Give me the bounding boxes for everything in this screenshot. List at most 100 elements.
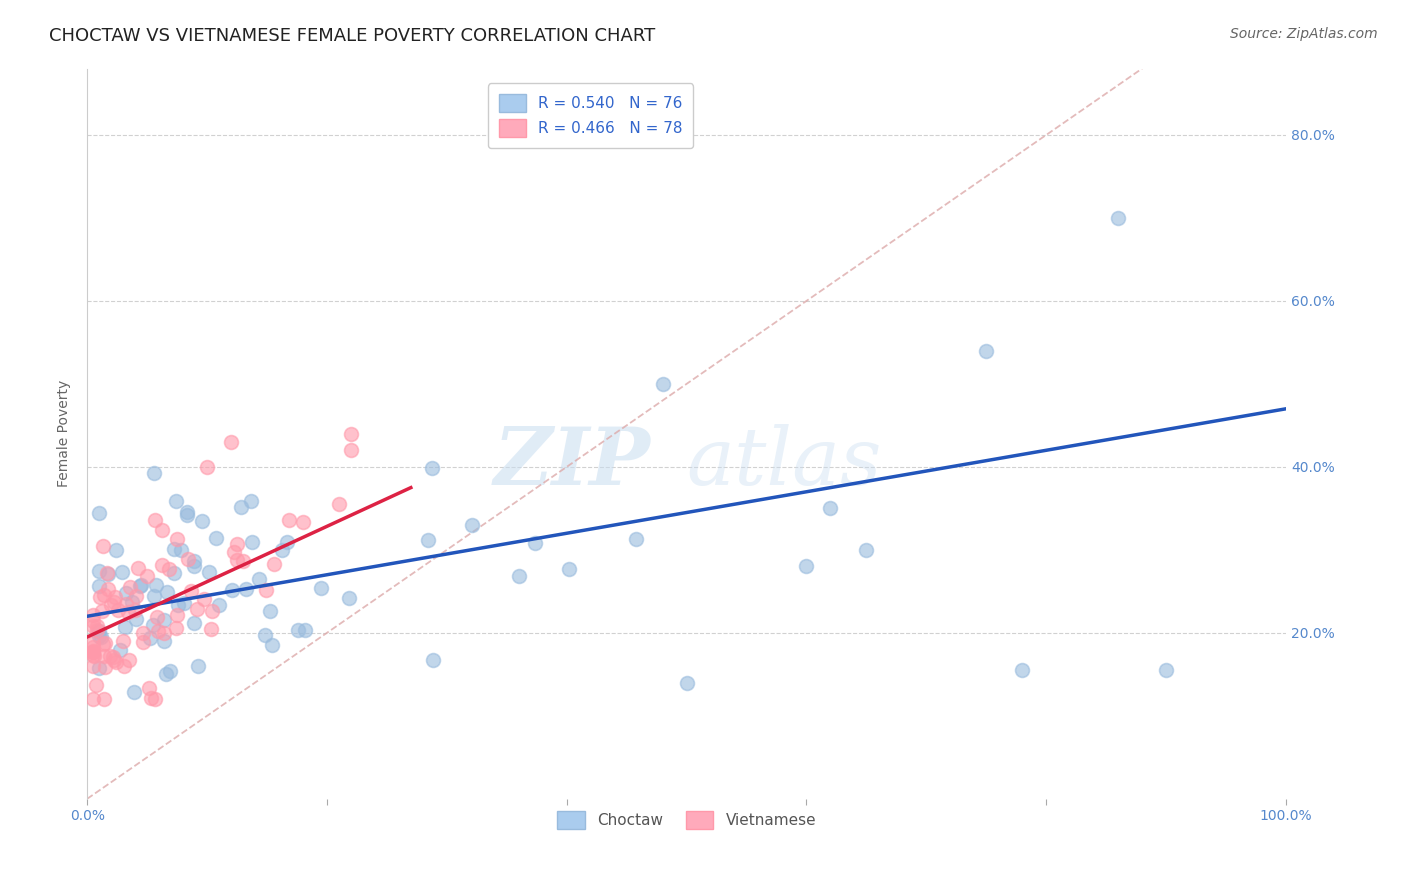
Point bbox=[145, 513, 167, 527]
Point bbox=[82, 644, 104, 658]
Point bbox=[108, 642, 131, 657]
Point bbox=[98, 649, 121, 664]
Point bbox=[855, 542, 877, 557]
Point bbox=[163, 566, 186, 580]
Text: ZIP: ZIP bbox=[494, 424, 651, 501]
Point bbox=[420, 460, 443, 475]
Point bbox=[132, 635, 155, 649]
Point bbox=[221, 582, 243, 597]
Point bbox=[276, 535, 298, 549]
Point bbox=[82, 608, 104, 623]
Point bbox=[127, 561, 149, 575]
Point bbox=[235, 582, 257, 597]
Point bbox=[239, 493, 262, 508]
Point bbox=[114, 586, 136, 600]
Point bbox=[82, 614, 104, 628]
Point bbox=[112, 634, 135, 648]
Text: Source: ZipAtlas.com: Source: ZipAtlas.com bbox=[1230, 27, 1378, 41]
Point bbox=[86, 619, 108, 633]
Point bbox=[82, 692, 104, 706]
Point bbox=[176, 508, 198, 523]
Point bbox=[82, 648, 104, 662]
Point bbox=[152, 613, 174, 627]
Point bbox=[96, 566, 118, 580]
Point bbox=[82, 659, 104, 673]
Point bbox=[117, 653, 139, 667]
Point bbox=[132, 625, 155, 640]
Point bbox=[101, 650, 124, 665]
Point bbox=[118, 580, 141, 594]
Point bbox=[150, 558, 173, 572]
Point bbox=[86, 623, 108, 637]
Point bbox=[190, 514, 212, 528]
Point bbox=[145, 692, 167, 706]
Point bbox=[159, 561, 181, 575]
Point bbox=[173, 596, 195, 610]
Point bbox=[165, 621, 187, 635]
Point bbox=[156, 584, 179, 599]
Point bbox=[254, 582, 277, 597]
Point bbox=[103, 595, 125, 609]
Point bbox=[558, 561, 581, 575]
Point bbox=[232, 554, 254, 568]
Point bbox=[311, 581, 333, 595]
Point bbox=[93, 637, 115, 651]
Point bbox=[129, 579, 152, 593]
Text: CHOCTAW VS VIETNAMESE FEMALE POVERTY CORRELATION CHART: CHOCTAW VS VIETNAMESE FEMALE POVERTY COR… bbox=[49, 27, 655, 45]
Point bbox=[523, 536, 546, 550]
Point bbox=[242, 535, 264, 549]
Point bbox=[231, 500, 253, 514]
Point bbox=[422, 653, 444, 667]
Point bbox=[89, 506, 111, 520]
Point bbox=[263, 558, 285, 572]
Point bbox=[145, 610, 167, 624]
Point bbox=[131, 578, 153, 592]
Point bbox=[141, 691, 163, 706]
Point bbox=[153, 625, 176, 640]
Point bbox=[89, 661, 111, 675]
Text: atlas: atlas bbox=[686, 424, 882, 501]
Point bbox=[226, 552, 249, 566]
Point bbox=[117, 605, 139, 619]
Point bbox=[104, 543, 127, 558]
Point bbox=[145, 578, 167, 592]
Point bbox=[183, 615, 205, 630]
Point bbox=[259, 604, 281, 618]
Point bbox=[93, 588, 115, 602]
Point bbox=[278, 513, 301, 527]
Point bbox=[153, 633, 176, 648]
Point bbox=[125, 612, 148, 626]
Point bbox=[163, 542, 186, 557]
Point bbox=[94, 660, 117, 674]
Point bbox=[337, 591, 360, 606]
Point bbox=[461, 518, 484, 533]
Point bbox=[90, 604, 112, 618]
Point bbox=[416, 533, 439, 547]
Point bbox=[340, 426, 363, 441]
Point bbox=[115, 598, 138, 612]
Point bbox=[508, 569, 530, 583]
Point bbox=[675, 675, 697, 690]
Point bbox=[89, 579, 111, 593]
Point bbox=[219, 434, 242, 449]
Point bbox=[82, 640, 104, 655]
Point bbox=[148, 624, 170, 639]
Point bbox=[83, 648, 105, 663]
Point bbox=[176, 551, 198, 566]
Point bbox=[340, 443, 363, 458]
Point bbox=[166, 608, 188, 623]
Point bbox=[165, 494, 187, 508]
Point bbox=[253, 627, 276, 641]
Point bbox=[651, 376, 673, 391]
Point bbox=[93, 649, 115, 664]
Point bbox=[262, 638, 284, 652]
Point bbox=[125, 589, 148, 603]
Point bbox=[200, 622, 222, 636]
Point bbox=[193, 591, 215, 606]
Point bbox=[124, 602, 146, 616]
Point bbox=[84, 678, 107, 692]
Point bbox=[624, 532, 647, 546]
Point bbox=[167, 598, 190, 612]
Point bbox=[104, 655, 127, 669]
Point bbox=[97, 566, 120, 581]
